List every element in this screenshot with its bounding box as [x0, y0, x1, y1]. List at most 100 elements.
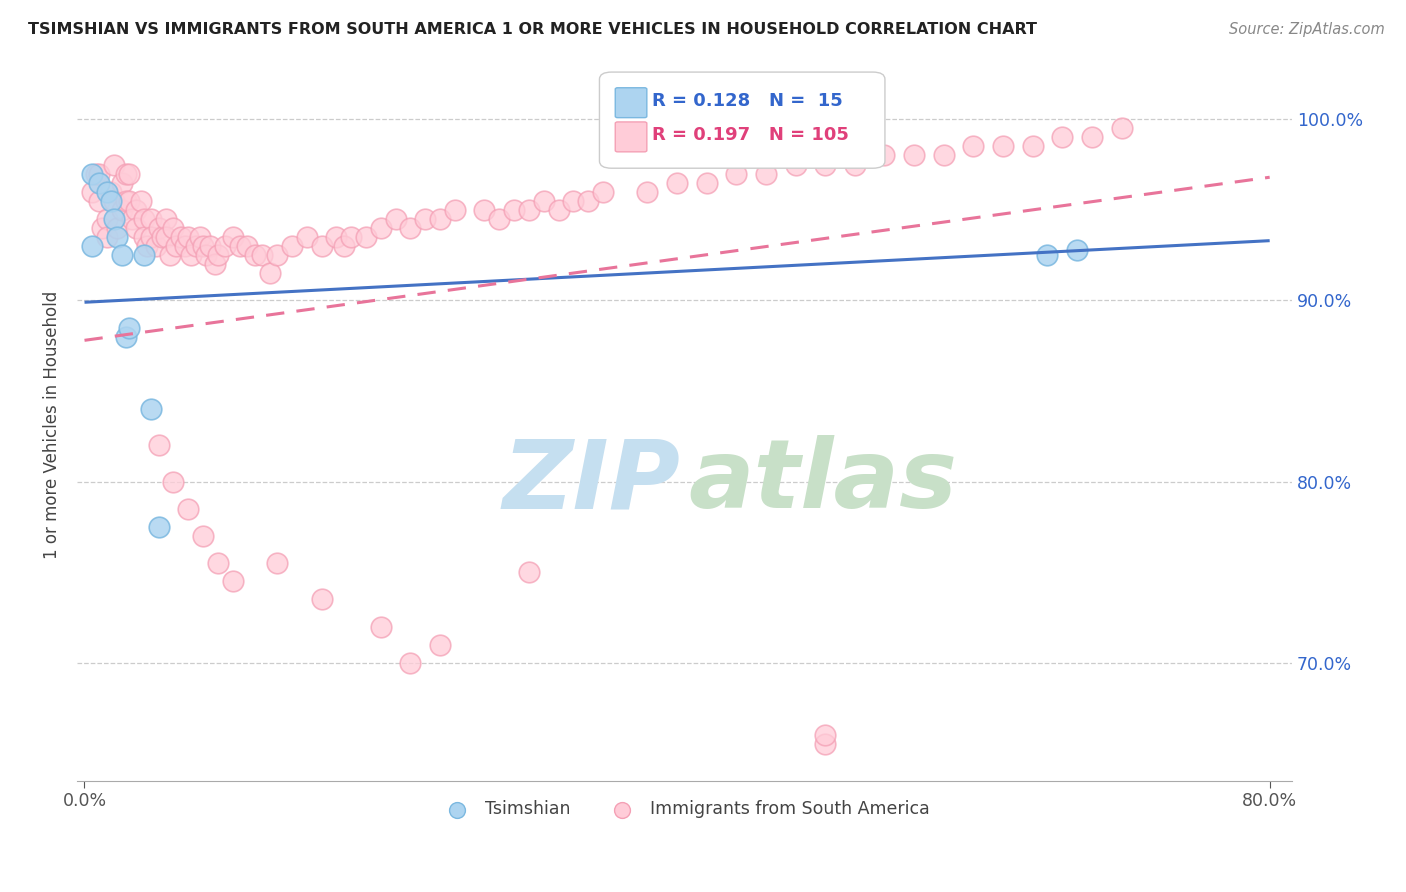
Point	[932, 148, 955, 162]
Point	[370, 619, 392, 633]
Point	[103, 157, 125, 171]
Point	[180, 248, 202, 262]
Point	[174, 239, 197, 253]
Point	[221, 574, 243, 589]
Point	[191, 239, 214, 253]
Point	[148, 520, 170, 534]
Point	[132, 211, 155, 226]
Point	[991, 139, 1014, 153]
FancyBboxPatch shape	[616, 87, 647, 118]
Point	[354, 230, 377, 244]
Point	[103, 194, 125, 208]
Point	[1111, 121, 1133, 136]
Point	[517, 566, 540, 580]
Point	[141, 230, 163, 244]
Point	[148, 221, 170, 235]
Point	[429, 211, 451, 226]
Point	[666, 176, 689, 190]
Point	[696, 176, 718, 190]
Point	[755, 167, 778, 181]
Point	[399, 221, 422, 235]
Point	[252, 248, 274, 262]
Point	[155, 211, 177, 226]
Point	[86, 167, 108, 181]
Point	[80, 167, 103, 181]
Point	[281, 239, 304, 253]
Point	[141, 211, 163, 226]
Point	[100, 185, 122, 199]
Point	[110, 248, 132, 262]
Text: atlas: atlas	[688, 435, 957, 528]
Point	[1066, 243, 1088, 257]
Point	[429, 638, 451, 652]
Point	[96, 211, 118, 226]
Point	[1036, 248, 1059, 262]
Point	[311, 239, 333, 253]
Point	[332, 239, 354, 253]
Point	[125, 221, 148, 235]
Point	[214, 239, 236, 253]
Point	[517, 202, 540, 217]
Point	[814, 738, 837, 752]
Point	[295, 230, 318, 244]
Point	[165, 239, 187, 253]
Point	[814, 728, 837, 742]
Y-axis label: 1 or more Vehicles in Household: 1 or more Vehicles in Household	[44, 291, 60, 558]
Point	[259, 266, 281, 280]
Text: ZIP: ZIP	[503, 435, 681, 528]
Point	[184, 239, 207, 253]
Point	[636, 185, 658, 199]
Point	[474, 202, 496, 217]
Point	[562, 194, 585, 208]
Point	[91, 221, 114, 235]
Point	[243, 248, 266, 262]
Point	[200, 239, 222, 253]
Point	[118, 194, 141, 208]
Point	[533, 194, 555, 208]
Point	[89, 167, 111, 181]
Point	[96, 185, 118, 199]
Text: Source: ZipAtlas.com: Source: ZipAtlas.com	[1229, 22, 1385, 37]
Text: TSIMSHIAN VS IMMIGRANTS FROM SOUTH AMERICA 1 OR MORE VEHICLES IN HOUSEHOLD CORRE: TSIMSHIAN VS IMMIGRANTS FROM SOUTH AMERI…	[28, 22, 1038, 37]
Point	[132, 248, 155, 262]
Point	[325, 230, 347, 244]
Point	[903, 148, 925, 162]
Point	[100, 194, 122, 208]
Point	[503, 202, 526, 217]
Point	[132, 230, 155, 244]
Point	[105, 230, 128, 244]
Point	[135, 239, 157, 253]
Point	[115, 167, 138, 181]
Point	[89, 194, 111, 208]
Point	[444, 202, 467, 217]
Point	[110, 176, 132, 190]
Point	[115, 329, 138, 343]
Point	[725, 167, 748, 181]
Point	[1052, 130, 1074, 145]
Point	[103, 211, 125, 226]
Point	[785, 157, 807, 171]
Point	[170, 230, 193, 244]
Point	[177, 501, 200, 516]
Point	[576, 194, 599, 208]
Point	[177, 230, 200, 244]
Point	[236, 239, 259, 253]
Point	[384, 211, 406, 226]
Point	[207, 248, 229, 262]
Point	[145, 239, 167, 253]
Point	[115, 194, 138, 208]
Point	[118, 320, 141, 334]
Point	[80, 185, 103, 199]
Point	[962, 139, 984, 153]
Point	[547, 202, 569, 217]
Text: R = 0.128   N =  15: R = 0.128 N = 15	[652, 92, 842, 110]
Point	[110, 202, 132, 217]
Point	[129, 194, 152, 208]
Point	[195, 248, 218, 262]
Point	[340, 230, 363, 244]
Point	[162, 221, 184, 235]
Point	[105, 221, 128, 235]
Point	[873, 148, 896, 162]
Point	[118, 167, 141, 181]
Point	[188, 230, 211, 244]
